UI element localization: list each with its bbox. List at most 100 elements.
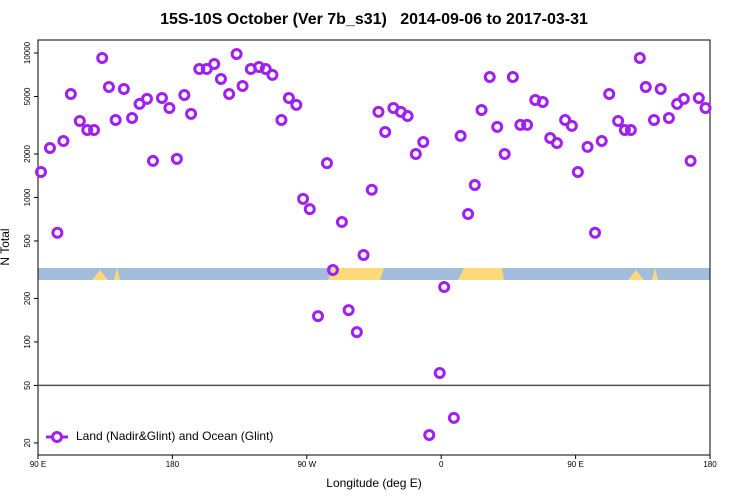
data-point: [684, 154, 697, 167]
y-axis-label: N Total: [0, 228, 12, 265]
data-point: [102, 80, 115, 93]
data-point: [350, 326, 363, 339]
data-point: [639, 80, 652, 93]
data-point: [290, 98, 303, 111]
data-point: [259, 62, 272, 75]
data-point: [146, 154, 159, 167]
data-point: [43, 141, 56, 154]
data-point: [624, 124, 637, 137]
y-tick-label: 2000: [23, 145, 32, 163]
data-point: [550, 137, 563, 150]
data-point: [96, 52, 109, 65]
x-tick-label: 0: [439, 460, 444, 469]
data-point: [612, 115, 625, 128]
data-point: [275, 113, 288, 126]
data-point: [438, 281, 451, 294]
y-tick-label: 100: [23, 335, 32, 349]
x-axis-label: Longitude (deg E): [326, 476, 421, 490]
data-point: [417, 136, 430, 149]
data-point: [81, 124, 94, 137]
data-point: [208, 58, 221, 71]
data-point: [365, 183, 378, 196]
data-point: [581, 140, 594, 153]
data-point: [433, 366, 446, 379]
data-point: [236, 79, 249, 92]
data-point: [312, 310, 324, 323]
data-point: [468, 178, 481, 191]
data-point: [163, 102, 176, 115]
legend-label: Land (Nadir&Glint) and Ocean (Glint): [76, 429, 273, 443]
data-point: [559, 113, 572, 126]
data-point: [214, 72, 227, 85]
data-point: [677, 92, 690, 105]
data-point: [57, 134, 70, 147]
y-tick-label: 500: [23, 234, 32, 248]
data-point: [498, 147, 511, 160]
x-tick-label: 180: [166, 460, 180, 469]
data-point: [193, 62, 206, 75]
data-point: [379, 125, 392, 138]
data-point: [282, 92, 295, 105]
data-point: [253, 60, 266, 73]
data-point: [662, 111, 675, 124]
data-point: [64, 88, 77, 101]
y-tick-label: 10000: [23, 41, 32, 64]
data-point: [303, 203, 316, 216]
legend-marker: [51, 431, 63, 443]
data-point: [34, 166, 47, 179]
data-point: [409, 147, 422, 160]
data-point: [633, 52, 646, 65]
data-point: [483, 71, 496, 84]
data-point: [618, 124, 631, 137]
data-point: [571, 166, 584, 179]
data-point: [155, 92, 168, 105]
data-point: [357, 248, 370, 261]
data-point: [692, 92, 705, 105]
data-point: [178, 88, 191, 101]
plot-frame: [37, 39, 711, 456]
data-point: [266, 68, 279, 81]
data-point: [342, 304, 355, 317]
data-point: [648, 113, 660, 126]
data-point: [335, 215, 348, 228]
y-tick-label: 50: [23, 380, 32, 389]
chart-title: 15S-10S October (Ver 7b_s31) 2014-09-06 …: [160, 11, 588, 28]
data-point: [699, 102, 712, 115]
x-tick-label: 90 E: [567, 460, 583, 469]
data-point: [401, 110, 414, 123]
data-point: [595, 134, 608, 147]
data-point: [589, 226, 602, 239]
data-point: [462, 207, 475, 220]
data-point: [51, 226, 64, 239]
data-point: [326, 263, 339, 276]
data-point: [454, 129, 467, 142]
data-point: [475, 104, 488, 117]
data-point: [521, 118, 534, 131]
data-point: [185, 107, 198, 120]
data-point: [506, 71, 519, 84]
land-patch: [92, 268, 120, 280]
data-point: [654, 83, 667, 96]
y-tick-label: 20: [23, 438, 32, 447]
y-tick-label: 5000: [23, 87, 32, 105]
data-point: [372, 105, 385, 118]
x-tick-label: 90 W: [297, 460, 316, 469]
data-point: [141, 92, 154, 105]
data-point: [603, 88, 616, 101]
data-point: [491, 120, 504, 133]
x-tick-label: 90 E: [30, 460, 46, 469]
data-point: [223, 88, 236, 101]
data-point: [117, 83, 130, 96]
data-point: [109, 113, 122, 126]
data-point: [297, 192, 310, 205]
land-patch: [328, 268, 384, 280]
y-tick-label: 200: [23, 291, 32, 305]
data-point: [423, 428, 436, 441]
data-point: [447, 411, 460, 424]
land-ocean-strip: [38, 268, 710, 280]
data-point: [170, 152, 183, 165]
data-point: [565, 119, 578, 132]
data-point: [73, 115, 86, 128]
